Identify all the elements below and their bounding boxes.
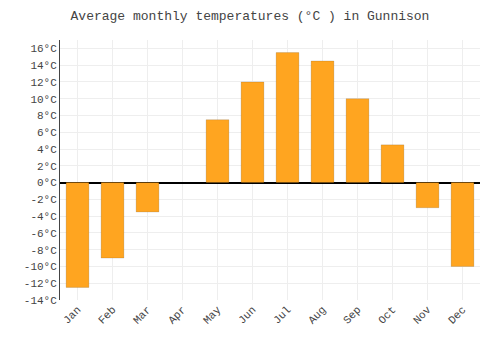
- svg-text:Oct: Oct: [376, 304, 398, 326]
- svg-text:Nov: Nov: [411, 304, 434, 327]
- svg-text:Dec: Dec: [446, 304, 468, 326]
- svg-text:Average monthly temperatures (: Average monthly temperatures (°C ) in Gu…: [71, 9, 430, 24]
- svg-text:10°C: 10°C: [30, 94, 57, 106]
- svg-text:May: May: [201, 304, 224, 327]
- svg-text:-2°C: -2°C: [30, 194, 57, 206]
- svg-text:-14°C: -14°C: [24, 295, 57, 307]
- svg-text:Jan: Jan: [61, 304, 83, 326]
- svg-text:-8°C: -8°C: [30, 245, 57, 257]
- svg-text:0°C: 0°C: [37, 177, 57, 189]
- svg-text:Aug: Aug: [306, 304, 328, 326]
- svg-text:2°C: 2°C: [37, 161, 57, 173]
- svg-text:-6°C: -6°C: [30, 228, 57, 240]
- svg-text:12°C: 12°C: [30, 77, 57, 89]
- svg-text:Apr: Apr: [166, 304, 188, 326]
- svg-text:Sep: Sep: [341, 304, 363, 326]
- svg-text:8°C: 8°C: [37, 110, 57, 122]
- svg-text:-12°C: -12°C: [24, 278, 57, 290]
- svg-text:Jun: Jun: [236, 304, 258, 326]
- svg-text:6°C: 6°C: [37, 127, 57, 139]
- svg-text:Mar: Mar: [131, 304, 153, 326]
- svg-text:16°C: 16°C: [30, 43, 57, 55]
- svg-text:4°C: 4°C: [37, 144, 57, 156]
- svg-text:-4°C: -4°C: [30, 211, 57, 223]
- svg-text:Feb: Feb: [96, 304, 118, 326]
- svg-text:-10°C: -10°C: [24, 261, 57, 273]
- svg-text:14°C: 14°C: [30, 60, 57, 72]
- svg-text:Jul: Jul: [271, 304, 293, 326]
